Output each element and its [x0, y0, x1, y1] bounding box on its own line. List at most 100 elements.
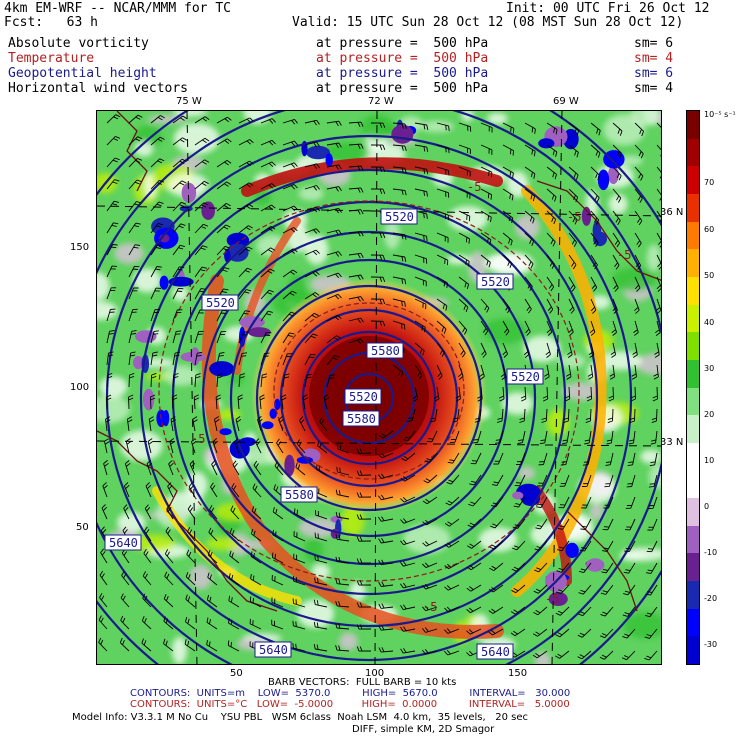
height-label-5: 5520 [344, 388, 382, 405]
wind-barb [100, 548, 108, 564]
wind-barb [656, 122, 661, 134]
wind-barb [207, 550, 218, 564]
wind-barb [150, 201, 164, 212]
wind-barb [378, 559, 394, 566]
wind-barb [655, 298, 661, 314]
wind-barb [335, 489, 350, 498]
wind-barb [278, 416, 284, 432]
wind-barb [539, 430, 548, 445]
wind-barb [624, 540, 636, 553]
wind-barb [189, 460, 196, 476]
wind-barb [546, 188, 557, 202]
wind-barb [493, 452, 504, 465]
wind-barb [335, 534, 350, 542]
wind-barb [648, 474, 658, 488]
vorticity-patch [420, 120, 454, 133]
wind-barb [458, 122, 472, 132]
wind-barb [238, 246, 253, 256]
wind-barb [562, 430, 570, 445]
map-svg: 5520 5520 5520 5520 5520 5580 5580 5580 … [97, 111, 661, 664]
wind-barb [335, 512, 350, 520]
wind-barb [356, 536, 372, 542]
wind-barb [536, 496, 548, 508]
vorticity-patch [486, 113, 508, 124]
wind-barb [603, 496, 614, 509]
wind-barb [422, 540, 438, 547]
colorbar-swatch [687, 166, 699, 195]
wind-barb [519, 408, 526, 423]
wind-barb [480, 298, 490, 313]
wind-barb [600, 584, 614, 595]
wind-barb [400, 582, 416, 589]
wind-barb [414, 188, 428, 197]
wind-barb [655, 320, 661, 336]
wind-barb [627, 452, 636, 467]
wind-barb [488, 584, 504, 593]
height-label-text: 5580 [347, 412, 376, 426]
wind-barb [472, 430, 482, 444]
wind-barb [120, 593, 130, 608]
wind-barb [612, 276, 619, 292]
wind-barb [622, 628, 636, 639]
wind-barb [523, 342, 530, 358]
wind-barb [128, 201, 142, 212]
wind-barb [172, 137, 188, 146]
wind-barb [194, 245, 208, 256]
colorbar-swatch [687, 221, 699, 250]
wind-barb [378, 494, 394, 501]
wind-barb [150, 372, 157, 388]
wind-barb [646, 540, 658, 553]
wind-barb [502, 188, 514, 201]
lon-label-75w: 75 W [176, 96, 202, 107]
wind-barb [626, 474, 636, 488]
wind-barb [436, 166, 450, 176]
wind-barb [370, 232, 386, 238]
wind-barb [170, 416, 177, 432]
wind-barb [568, 188, 579, 203]
wind-barb [141, 638, 152, 652]
wind-barb [272, 529, 284, 542]
negative-vorticity-patch [512, 491, 524, 500]
colorbar-swatch [687, 138, 699, 167]
wind-barb [502, 320, 510, 336]
wind-barb [326, 164, 342, 170]
wind-barb [490, 518, 504, 529]
y-tick-150: 150 [70, 242, 90, 253]
vorticity-patch [636, 353, 661, 376]
contour-labels: 5520 5520 5520 5520 5520 5580 5580 5580 … [104, 180, 631, 660]
height-label-11: 5640 [476, 643, 514, 660]
wind-barb [612, 254, 620, 270]
colorbar-swatch [687, 193, 699, 223]
colorbar-swatch [687, 581, 699, 610]
wind-barb [629, 408, 636, 424]
wind-barb [568, 320, 574, 336]
wind-barb [392, 254, 407, 262]
height-label-7: 5580 [366, 342, 404, 359]
wind-barb [216, 203, 231, 212]
wind-barb [634, 298, 640, 314]
height-label-4: 5520 [201, 294, 239, 311]
wind-barb [605, 452, 614, 466]
wind-barb [335, 578, 350, 586]
wind-barb [512, 540, 526, 551]
vorticity-patch [99, 376, 128, 398]
wind-barb [436, 188, 450, 198]
wind-barb [251, 506, 262, 520]
height-label-text: 5580 [285, 488, 314, 502]
wind-barb [163, 594, 174, 608]
wind-barb [128, 179, 142, 190]
vorticity-patch [561, 382, 603, 401]
wind-barb [458, 298, 469, 312]
wind-barb [433, 386, 440, 402]
wind-barb [480, 232, 492, 245]
wind-barb [392, 364, 404, 378]
wind-barb [590, 232, 599, 248]
colorbar-label: -10 [704, 548, 718, 557]
wind-barb [477, 386, 483, 402]
wind-barb [634, 254, 642, 270]
wind-barb [98, 615, 108, 630]
wind-barb [150, 287, 162, 300]
height-label-9: 5640 [104, 534, 142, 551]
wind-barb [564, 386, 571, 402]
wind-barb [370, 276, 386, 283]
